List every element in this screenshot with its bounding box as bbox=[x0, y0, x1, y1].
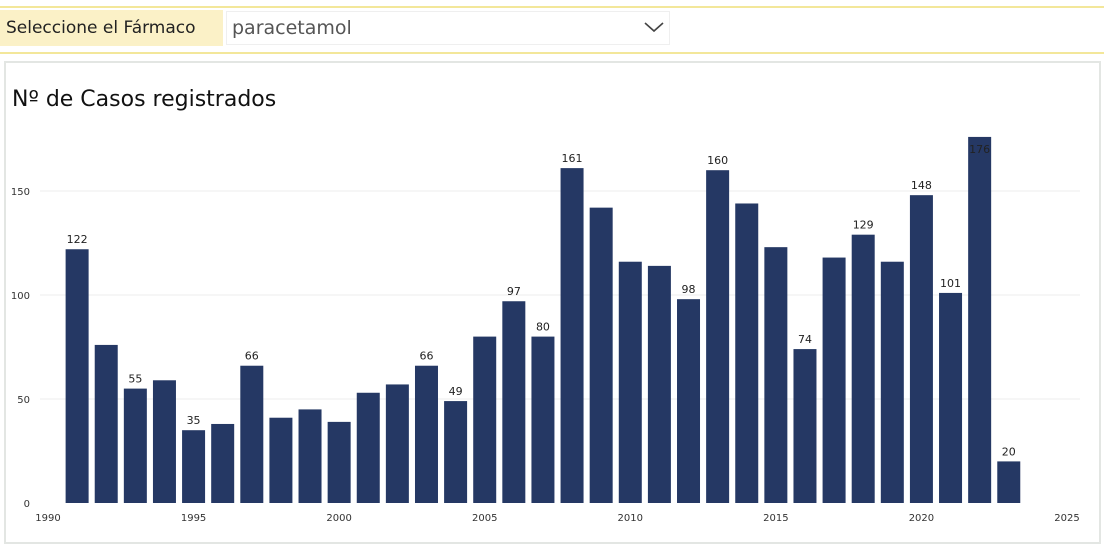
x-tick-label: 2025 bbox=[1054, 513, 1079, 524]
bar-2013[interactable] bbox=[706, 170, 730, 503]
bar-2020[interactable] bbox=[909, 195, 933, 503]
data-label-2018: 129 bbox=[853, 219, 874, 232]
data-label-2012: 98 bbox=[682, 283, 696, 296]
x-tick-label: 2010 bbox=[618, 513, 643, 524]
bar-2011[interactable] bbox=[647, 265, 671, 503]
bar-2007[interactable] bbox=[531, 336, 555, 503]
data-label-2020: 148 bbox=[911, 179, 932, 192]
bar-2022[interactable] bbox=[968, 136, 992, 504]
bar-2015[interactable] bbox=[764, 247, 788, 503]
x-tick-label: 2020 bbox=[909, 513, 934, 524]
data-label-2007: 80 bbox=[536, 321, 550, 334]
data-label-2016: 74 bbox=[798, 333, 812, 346]
y-tick-label: 50 bbox=[17, 395, 30, 406]
data-label-2004: 49 bbox=[449, 385, 463, 398]
bar-2019[interactable] bbox=[880, 261, 904, 503]
x-tick-label: 2005 bbox=[472, 513, 497, 524]
y-tick-label: 150 bbox=[11, 187, 30, 198]
bar-1998[interactable] bbox=[269, 417, 293, 503]
drug-filter-bar: Seleccione el Fármaco paracetamol bbox=[0, 6, 1104, 54]
data-label-1993: 55 bbox=[128, 373, 142, 386]
bar-1996[interactable] bbox=[211, 423, 235, 503]
bar-2002[interactable] bbox=[385, 384, 409, 503]
bar-2004[interactable] bbox=[444, 401, 468, 503]
bar-1992[interactable] bbox=[94, 344, 118, 503]
data-label-2003: 66 bbox=[419, 350, 433, 363]
data-label-2022: 176 bbox=[969, 143, 990, 156]
data-label-1997: 66 bbox=[245, 350, 259, 363]
x-tick-label: 2000 bbox=[326, 513, 351, 524]
drug-select[interactable]: paracetamol bbox=[226, 11, 670, 45]
bar-2010[interactable] bbox=[618, 261, 642, 503]
chart-title: Nº de Casos registrados bbox=[12, 87, 277, 112]
bar-2009[interactable] bbox=[589, 207, 613, 503]
y-tick-label: 0 bbox=[24, 499, 30, 510]
x-tick-label: 1990 bbox=[35, 513, 60, 524]
bar-2018[interactable] bbox=[851, 234, 875, 503]
data-label-1995: 35 bbox=[187, 414, 201, 427]
chevron-down-icon[interactable] bbox=[643, 18, 665, 36]
bar-2000[interactable] bbox=[327, 421, 351, 503]
data-label-2023: 20 bbox=[1002, 445, 1016, 458]
bar-1994[interactable] bbox=[152, 380, 176, 503]
bar-2023[interactable] bbox=[997, 461, 1021, 503]
bar-2005[interactable] bbox=[473, 336, 497, 503]
data-label-1991: 122 bbox=[67, 233, 88, 246]
bar-2016[interactable] bbox=[793, 349, 817, 503]
bar-1997[interactable] bbox=[240, 365, 264, 503]
drug-select-value: paracetamol bbox=[232, 17, 352, 39]
bar-2012[interactable] bbox=[677, 299, 701, 503]
data-label-2008: 161 bbox=[562, 152, 583, 165]
bar-2014[interactable] bbox=[735, 203, 759, 504]
bar-2017[interactable] bbox=[822, 257, 846, 503]
y-tick-label: 100 bbox=[11, 291, 30, 302]
data-label-2006: 97 bbox=[507, 285, 521, 298]
bar-1995[interactable] bbox=[182, 430, 206, 503]
bar-1993[interactable] bbox=[123, 388, 147, 503]
bar-2006[interactable] bbox=[502, 301, 526, 503]
x-tick-label: 1995 bbox=[181, 513, 206, 524]
data-label-2013: 160 bbox=[707, 154, 728, 167]
drug-filter-label: Seleccione el Fármaco bbox=[0, 10, 223, 46]
data-label-2021: 101 bbox=[940, 277, 961, 290]
bar-2001[interactable] bbox=[356, 392, 380, 503]
bar-1999[interactable] bbox=[298, 409, 322, 503]
bar-1991[interactable] bbox=[65, 249, 89, 503]
bar-2003[interactable] bbox=[414, 365, 438, 503]
bar-2021[interactable] bbox=[939, 292, 963, 503]
bar-2008[interactable] bbox=[560, 168, 584, 503]
x-tick-label: 2015 bbox=[763, 513, 788, 524]
